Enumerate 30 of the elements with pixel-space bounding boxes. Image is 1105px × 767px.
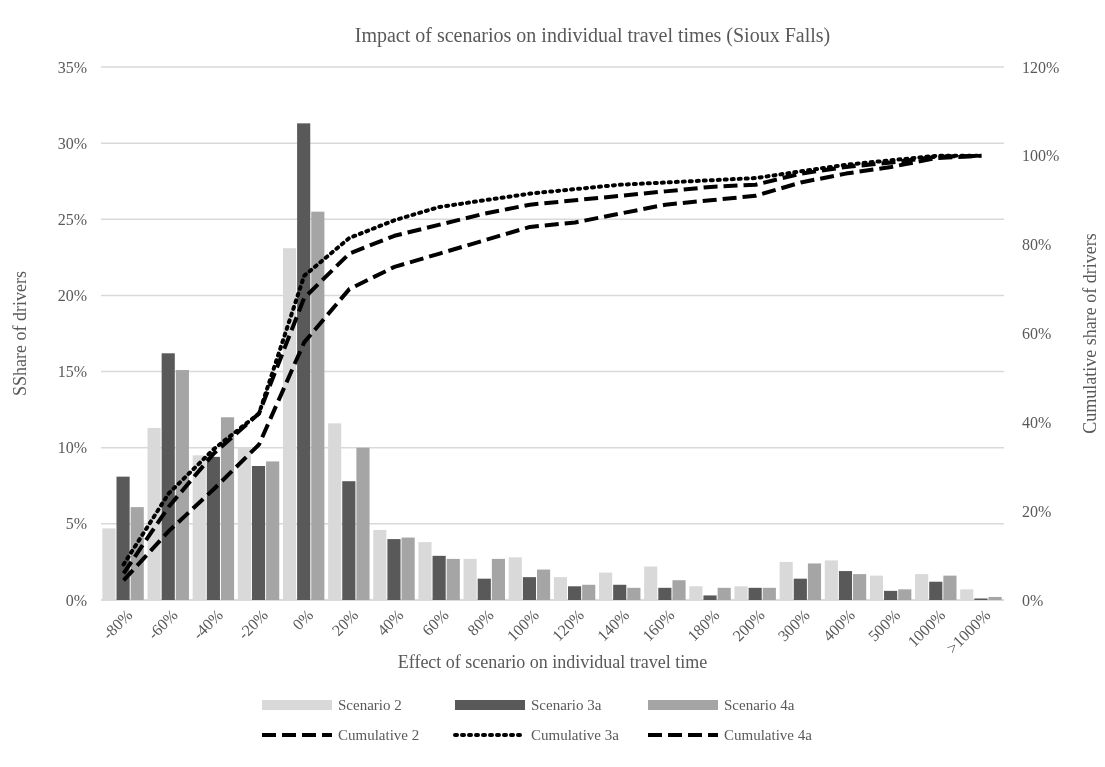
x-tick-label: 80% bbox=[464, 606, 497, 639]
y2-tick-label: 60% bbox=[1022, 325, 1052, 343]
y-tick-label: 5% bbox=[65, 515, 87, 533]
y2-tick-label: 80% bbox=[1022, 236, 1052, 254]
y-tick-label: 0% bbox=[65, 591, 87, 609]
x-axis-title: Effect of scenario on individual travel time bbox=[397, 652, 708, 672]
y-tick-label: 30% bbox=[57, 134, 87, 152]
x-tick-label: 20% bbox=[328, 606, 362, 639]
y2-tick-label: 0% bbox=[1022, 591, 1044, 609]
y2-tick-label: 40% bbox=[1022, 413, 1052, 431]
x-tick-label: 60% bbox=[418, 606, 452, 639]
x-tick-label: 0% bbox=[289, 606, 317, 634]
legend-label: Scenario 3a bbox=[531, 697, 602, 714]
x-tick-label: 40% bbox=[373, 606, 407, 639]
y-tick-label: 25% bbox=[57, 210, 87, 228]
y2-axis-title: Cumulative share of drivers bbox=[1080, 233, 1100, 434]
legend-label: Cumulative 2 bbox=[338, 727, 420, 744]
legend-label: Scenario 4a bbox=[724, 697, 795, 714]
legend-label: Cumulative 4a bbox=[724, 727, 813, 744]
legend-label: Cumulative 3a bbox=[531, 727, 620, 744]
y-tick-label: 10% bbox=[57, 439, 87, 457]
y-axis-title: SShare of drivers bbox=[10, 271, 30, 396]
y2-tick-label: 120% bbox=[1022, 58, 1060, 76]
y2-tick-label: 20% bbox=[1022, 502, 1052, 520]
y-tick-label: 15% bbox=[57, 363, 87, 381]
legend-label: Scenario 2 bbox=[338, 697, 402, 714]
chart-title: Impact of scenarios on individual travel times (Sioux Falls) bbox=[354, 24, 831, 47]
y2-tick-label: 100% bbox=[1022, 147, 1060, 165]
y-tick-label: 35% bbox=[57, 58, 87, 76]
y-tick-label: 20% bbox=[57, 287, 87, 305]
